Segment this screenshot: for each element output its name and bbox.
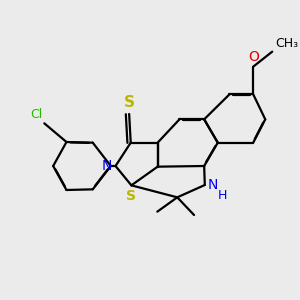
Text: N: N [101, 159, 112, 173]
Text: H: H [218, 189, 227, 202]
Text: Cl: Cl [30, 108, 42, 121]
Text: CH₃: CH₃ [275, 37, 298, 50]
Text: O: O [248, 50, 259, 64]
Text: S: S [126, 189, 136, 203]
Text: N: N [208, 178, 218, 192]
Text: S: S [124, 95, 135, 110]
